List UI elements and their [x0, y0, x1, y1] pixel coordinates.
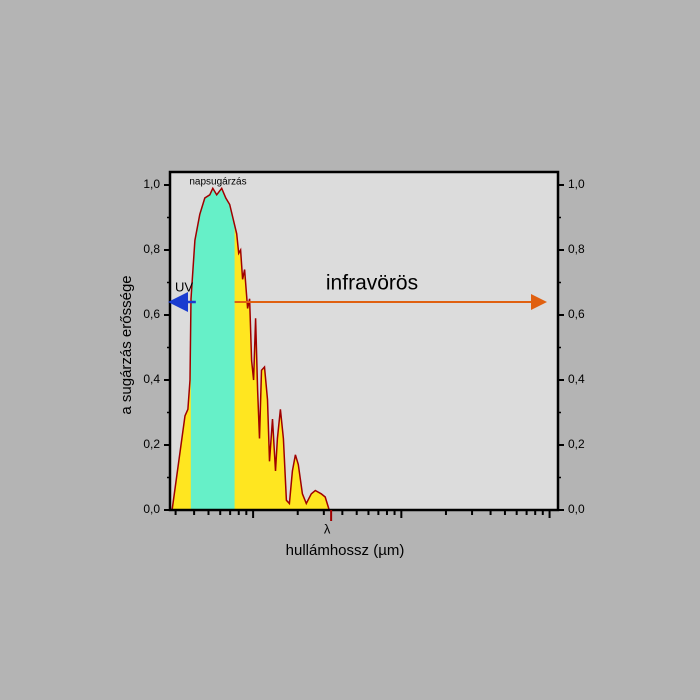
annotation: infravörös [326, 272, 418, 295]
y-tick-label: 0,2 [143, 437, 160, 451]
chart-title: napsugárzás [189, 177, 246, 188]
x-axis-label: hullámhossz (µm) [286, 542, 405, 559]
y-tick-label: 0,8 [143, 242, 160, 256]
line [171, 186, 330, 511]
visible-area [190, 188, 235, 510]
y2-tick-label: 0,4 [568, 372, 585, 386]
y2-tick-label: 0,6 [568, 307, 585, 321]
y-tick-label: 0,4 [143, 372, 160, 386]
plot-frame [168, 170, 560, 512]
y-tick-label: 1,0 [143, 177, 160, 191]
y2-tick-label: 1,0 [568, 177, 585, 191]
y2-tick-label: 0,2 [568, 437, 585, 451]
annotation: UV [175, 279, 193, 294]
y-axis-label: a sugárzás erőssége [118, 275, 135, 414]
y-tick-label: 0,0 [143, 502, 160, 516]
y-tick-label: 0,6 [143, 307, 160, 321]
marker-label: λ [324, 521, 331, 536]
y2-tick-label: 0,0 [568, 502, 585, 516]
y2-tick-label: 0,8 [568, 242, 585, 256]
